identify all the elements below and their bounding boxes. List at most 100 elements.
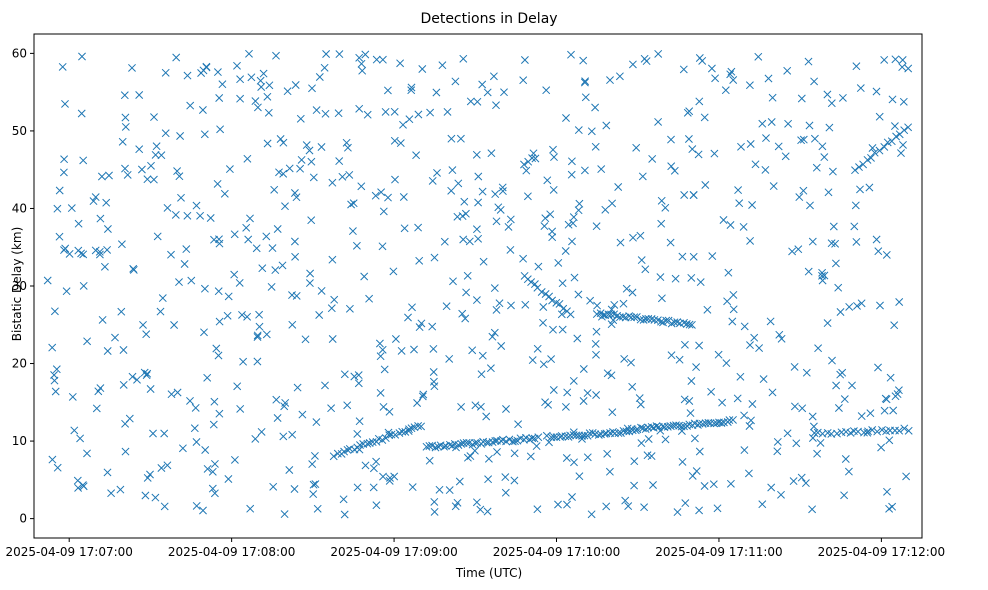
data-point xyxy=(273,396,280,403)
data-point xyxy=(530,150,537,157)
data-point xyxy=(264,93,271,100)
data-point xyxy=(254,333,261,340)
data-point xyxy=(216,240,223,247)
data-point xyxy=(397,60,404,67)
data-point xyxy=(867,154,874,161)
data-point xyxy=(254,104,261,111)
data-point xyxy=(575,291,582,298)
data-point xyxy=(415,111,422,118)
data-point xyxy=(379,243,386,250)
data-point xyxy=(749,201,756,208)
data-point xyxy=(373,458,380,465)
data-point xyxy=(873,236,880,243)
x-tick-label: 2025-04-09 17:12:00 xyxy=(818,545,945,559)
data-point xyxy=(318,287,325,294)
data-point xyxy=(856,186,863,193)
data-point xyxy=(377,389,384,396)
data-point xyxy=(708,388,715,395)
data-point xyxy=(608,372,615,379)
data-point xyxy=(118,308,125,315)
data-point xyxy=(893,133,900,140)
data-point xyxy=(567,51,574,58)
data-point xyxy=(696,98,703,105)
data-point xyxy=(658,295,665,302)
data-point xyxy=(576,473,583,480)
data-point xyxy=(886,505,893,512)
data-point xyxy=(298,156,305,163)
data-point xyxy=(874,364,881,371)
data-point xyxy=(616,73,623,80)
data-point xyxy=(90,198,97,205)
data-point xyxy=(741,412,748,419)
data-point xyxy=(429,323,436,330)
data-point xyxy=(828,357,835,364)
data-point xyxy=(291,485,298,492)
data-point xyxy=(49,344,56,351)
data-point xyxy=(244,155,251,162)
data-point xyxy=(667,239,674,246)
data-point xyxy=(162,130,169,137)
data-point xyxy=(213,345,220,352)
data-point xyxy=(782,153,789,160)
data-point xyxy=(828,100,835,107)
data-point xyxy=(174,389,181,396)
data-point xyxy=(98,173,105,180)
data-point xyxy=(341,511,348,518)
data-point xyxy=(524,193,531,200)
data-point xyxy=(842,455,849,462)
data-point xyxy=(457,135,464,142)
data-point xyxy=(314,505,321,512)
data-point xyxy=(136,91,143,98)
data-point xyxy=(495,204,502,211)
data-point xyxy=(93,405,100,412)
data-point xyxy=(873,88,880,95)
data-point xyxy=(785,120,792,127)
data-point xyxy=(111,334,118,341)
data-point xyxy=(297,165,304,172)
data-point xyxy=(144,176,151,183)
data-point xyxy=(798,474,805,481)
x-tick-label: 2025-04-09 17:09:00 xyxy=(330,545,457,559)
data-point xyxy=(488,150,495,157)
data-point xyxy=(366,295,373,302)
data-point xyxy=(793,440,800,447)
data-point xyxy=(768,484,775,491)
data-point xyxy=(444,108,451,115)
data-point xyxy=(662,204,669,211)
data-point xyxy=(359,67,366,74)
data-point xyxy=(449,278,456,285)
data-point xyxy=(401,225,408,232)
data-point xyxy=(448,135,455,142)
data-point xyxy=(329,179,336,186)
data-point xyxy=(183,246,190,253)
data-point xyxy=(708,65,715,72)
data-point xyxy=(391,108,398,115)
data-point xyxy=(204,374,211,381)
data-point xyxy=(752,161,759,168)
data-point xyxy=(784,67,791,74)
data-point xyxy=(511,477,518,484)
data-point xyxy=(216,318,223,325)
y-tick-label: 40 xyxy=(12,201,27,215)
data-point xyxy=(197,212,204,219)
data-point xyxy=(452,78,459,85)
data-point xyxy=(124,171,131,178)
data-point xyxy=(464,272,471,279)
data-point xyxy=(391,176,398,183)
data-point xyxy=(837,308,844,315)
data-point xyxy=(234,383,241,390)
data-point xyxy=(805,58,812,65)
data-point xyxy=(636,395,643,402)
data-point xyxy=(570,459,577,466)
data-point xyxy=(668,352,675,359)
data-point xyxy=(899,64,906,71)
data-point xyxy=(587,297,594,304)
data-point xyxy=(310,174,317,181)
data-point xyxy=(809,434,816,441)
data-point xyxy=(322,110,329,117)
data-point xyxy=(68,205,75,212)
data-point xyxy=(63,288,70,295)
data-point xyxy=(460,236,467,243)
data-point xyxy=(490,73,497,80)
x-tick-label: 2025-04-09 17:11:00 xyxy=(655,545,782,559)
